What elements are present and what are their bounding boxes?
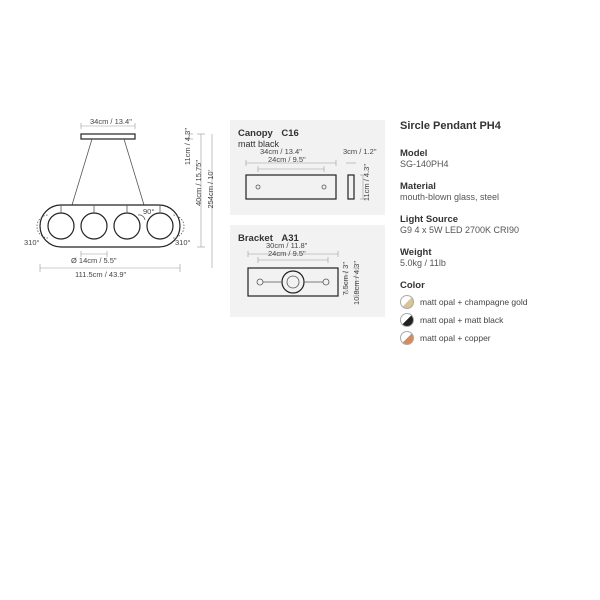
canopy-card: Canopy C16 matt black 34cm / 13.4" 24cm … bbox=[230, 120, 385, 215]
canopy-svg bbox=[238, 155, 378, 210]
canopy-h: 11cm / 4.3" bbox=[362, 164, 371, 201]
dim-310-r: 310° bbox=[175, 238, 191, 247]
bracket-card: Bracket A31 30cm / 11.8" 24cm / 9 bbox=[230, 225, 385, 317]
dim-top-w: 34cm / 13.4" bbox=[90, 117, 132, 126]
canopy-d: 3cm / 1.2" bbox=[343, 147, 377, 156]
model-label: Model bbox=[400, 148, 570, 159]
color-label: matt opal + matt black bbox=[420, 315, 503, 325]
color-swatch bbox=[400, 313, 414, 327]
canopy-code: C16 bbox=[281, 128, 298, 139]
color-row: matt opal + champagne gold bbox=[400, 295, 570, 309]
spec-title: Sircle Pendant PH4 bbox=[400, 120, 570, 132]
component-cards: Canopy C16 matt black 34cm / 13.4" 24cm … bbox=[230, 120, 385, 580]
color-swatch bbox=[400, 295, 414, 309]
spec-sheet: Sircle Pendant PH4 Model SG-140PH4 Mater… bbox=[400, 120, 570, 580]
color-swatch bbox=[400, 331, 414, 345]
weight-label: Weight bbox=[400, 247, 570, 258]
main-drawing: 34cm / 13.4" 11cm / 4.3" 40cm / 15.75" 2… bbox=[20, 120, 215, 580]
dim-h1: 11cm / 4.3" bbox=[183, 128, 192, 165]
color-label: matt opal + copper bbox=[420, 333, 491, 343]
bracket-h1: 7.5cm / 3" bbox=[341, 262, 350, 296]
dim-h3: 254cm / 10' bbox=[206, 170, 215, 209]
bracket-w2: 24cm / 9.5" bbox=[268, 249, 306, 258]
dim-bottom-w: 111.5cm / 43.9" bbox=[75, 270, 126, 279]
light-val: G9 4 x 5W LED 2700K CRI90 bbox=[400, 225, 570, 235]
weight-val: 5.0kg / 11lb bbox=[400, 258, 570, 268]
color-row: matt opal + matt black bbox=[400, 313, 570, 327]
color-label: matt opal + champagne gold bbox=[420, 297, 528, 307]
canopy-w2: 24cm / 9.5" bbox=[268, 155, 306, 164]
bracket-h2: 10.8cm / 4.3" bbox=[352, 261, 361, 305]
dim-dia: Ø 14cm / 5.5" bbox=[71, 256, 117, 265]
color-list: matt opal + champagne gold matt opal + ma… bbox=[400, 295, 570, 345]
dim-310-l: 310° bbox=[24, 238, 40, 247]
color-row: matt opal + copper bbox=[400, 331, 570, 345]
dim-h2: 40cm / 15.75" bbox=[194, 160, 203, 206]
material-label: Material bbox=[400, 181, 570, 192]
material-val: mouth-blown glass, steel bbox=[400, 192, 570, 202]
model-val: SG-140PH4 bbox=[400, 159, 570, 169]
dim-90: 90° bbox=[143, 207, 154, 216]
light-label: Light Source bbox=[400, 214, 570, 225]
canopy-title: Canopy bbox=[238, 128, 273, 139]
color-label: Color bbox=[400, 280, 570, 291]
